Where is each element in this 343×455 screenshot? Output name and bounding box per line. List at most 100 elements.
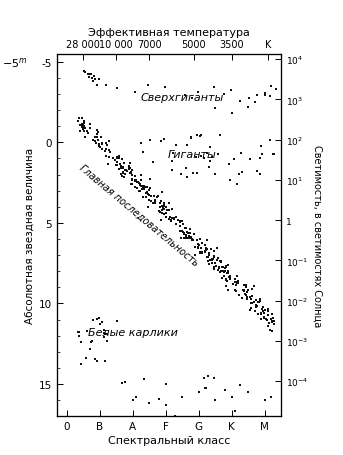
Point [204, 247, 209, 254]
Point [204, 150, 209, 157]
Point [144, 189, 150, 197]
Point [244, 292, 249, 299]
Point [95, 134, 100, 142]
Point [202, 242, 208, 249]
Point [121, 165, 126, 172]
Point [132, 178, 138, 185]
Point [89, 338, 94, 345]
Point [189, 237, 194, 244]
Point [182, 234, 187, 242]
Point [105, 162, 111, 169]
Point [140, 185, 146, 192]
Point [211, 264, 216, 271]
Point [121, 160, 127, 167]
Point [259, 151, 264, 158]
Point [273, 86, 279, 94]
Point [90, 78, 95, 85]
Point [142, 184, 147, 191]
Point [164, 207, 170, 214]
Point [104, 140, 109, 147]
Point [262, 313, 267, 321]
Point [212, 248, 217, 255]
Point [114, 162, 119, 169]
Point [225, 268, 230, 275]
Point [156, 395, 162, 403]
Point [157, 204, 162, 211]
Point [115, 318, 120, 325]
Point [110, 155, 115, 162]
Point [194, 238, 200, 245]
Point [143, 194, 149, 201]
Point [162, 84, 167, 91]
Point [182, 225, 188, 233]
Point [97, 141, 102, 148]
Point [95, 137, 101, 145]
Point [264, 317, 269, 324]
Point [196, 242, 201, 249]
Point [95, 127, 100, 135]
Point [269, 327, 275, 334]
Point [257, 155, 262, 162]
Point [271, 151, 276, 158]
Point [225, 270, 231, 277]
Point [240, 287, 246, 294]
Point [262, 92, 268, 99]
Point [248, 296, 253, 303]
Point [225, 262, 231, 269]
Point [102, 329, 107, 337]
Point [88, 71, 94, 79]
Point [221, 268, 226, 275]
Point [194, 132, 200, 140]
Point [80, 121, 85, 129]
Point [258, 315, 264, 323]
Point [78, 361, 84, 368]
Point [118, 171, 124, 178]
Point [98, 135, 103, 142]
Point [96, 76, 102, 83]
Point [184, 229, 189, 236]
Point [82, 125, 88, 132]
Point [244, 284, 249, 291]
Point [180, 221, 186, 228]
Point [260, 306, 265, 313]
Point [258, 171, 263, 178]
Point [240, 287, 246, 294]
Point [216, 265, 222, 272]
X-axis label: Эффективная температура: Эффективная температура [88, 28, 250, 38]
Point [212, 260, 218, 268]
Point [229, 394, 235, 401]
Point [235, 278, 241, 285]
Point [106, 138, 111, 145]
Point [163, 214, 168, 221]
Point [114, 154, 120, 162]
Point [272, 320, 277, 328]
Point [157, 199, 163, 207]
Point [81, 118, 86, 125]
Point [219, 264, 224, 271]
Point [79, 339, 84, 346]
Point [227, 273, 233, 280]
Point [251, 283, 256, 290]
Point [186, 230, 191, 237]
Point [150, 200, 155, 207]
Point [132, 89, 137, 96]
Point [186, 233, 191, 240]
Point [115, 162, 120, 169]
Point [132, 177, 138, 184]
Point [107, 147, 112, 154]
Point [184, 232, 189, 239]
Point [94, 82, 99, 89]
Point [139, 183, 144, 190]
Point [116, 153, 121, 161]
Point [158, 138, 163, 145]
Point [103, 146, 109, 153]
Point [196, 242, 202, 249]
Point [175, 217, 181, 224]
Point [215, 151, 221, 158]
Text: Сверхгиганты: Сверхгиганты [141, 93, 224, 103]
Point [268, 137, 273, 145]
Point [161, 206, 167, 213]
Point [121, 164, 126, 172]
Point [116, 167, 121, 174]
Point [161, 202, 167, 209]
